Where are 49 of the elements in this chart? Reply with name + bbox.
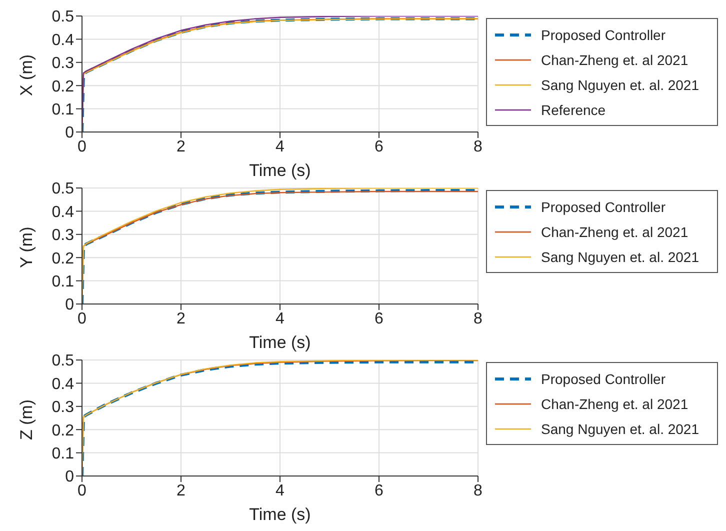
- x-tick-label: 4: [276, 482, 285, 500]
- y-tick-label: 0: [65, 124, 74, 142]
- legend-label: Chan-Zheng et. al 2021: [541, 396, 688, 412]
- x-tick-label: 4: [276, 138, 285, 156]
- y-tick-label: 0.4: [52, 32, 74, 49]
- x-tick-label: 4: [276, 310, 285, 328]
- legend-label: Sang Nguyen et. al. 2021: [541, 248, 700, 264]
- y-tick-label: 0.2: [52, 422, 74, 440]
- legend-label: Chan-Zheng et. al 2021: [541, 52, 688, 68]
- x-tick-label: 8: [474, 482, 483, 500]
- x-tick-label: 6: [374, 310, 384, 328]
- y-tick-label: 0.5: [52, 180, 74, 198]
- y-axis-title: X (m): [17, 54, 36, 96]
- y-tick-label: 0.2: [52, 250, 74, 268]
- y-tick-label: 0.1: [52, 101, 74, 118]
- x-axis-title: Time (s): [249, 505, 311, 524]
- legend-label: Proposed Controller: [541, 26, 666, 42]
- x-tick-label: 0: [78, 310, 87, 328]
- legend-label: Proposed Controller: [541, 198, 666, 214]
- y-axis-title: Z (m): [17, 399, 36, 440]
- legend-label: Sang Nguyen et. al. 2021: [541, 420, 700, 436]
- y-tick-label: 0.5: [52, 352, 74, 370]
- x-tick-label: 2: [176, 138, 186, 156]
- legend-label: Proposed Controller: [541, 370, 666, 386]
- legend-label: Reference: [541, 102, 606, 118]
- y-tick-label: 0.3: [52, 55, 74, 72]
- x-tick-label: 2: [176, 310, 186, 328]
- x-tick-label: 8: [474, 310, 483, 328]
- x-tick-label: 2: [176, 482, 186, 500]
- x-axis-title: Time (s): [249, 161, 311, 180]
- y-tick-label: 0.1: [52, 445, 74, 462]
- y-tick-label: 0.4: [52, 204, 74, 221]
- y-tick-label: 0.3: [52, 227, 74, 244]
- x-tick-label: 0: [78, 138, 87, 156]
- y-tick-label: 0.5: [52, 8, 74, 26]
- y-tick-label: 0.2: [52, 78, 74, 96]
- legend-label: Chan-Zheng et. al 2021: [541, 224, 688, 240]
- y-axis-title: Y (m): [17, 226, 36, 268]
- y-tick-label: 0: [65, 468, 74, 486]
- x-tick-label: 0: [78, 482, 87, 500]
- x-tick-label: 6: [374, 138, 384, 156]
- x-axis-title: Time (s): [249, 333, 311, 352]
- x-tick-label: 6: [374, 482, 384, 500]
- x-tick-label: 8: [474, 138, 483, 156]
- y-tick-label: 0.1: [52, 273, 74, 290]
- y-tick-label: 0: [65, 296, 74, 314]
- y-tick-label: 0.4: [52, 376, 74, 393]
- legend-label: Sang Nguyen et. al. 2021: [541, 76, 700, 92]
- y-tick-label: 0.3: [52, 399, 74, 416]
